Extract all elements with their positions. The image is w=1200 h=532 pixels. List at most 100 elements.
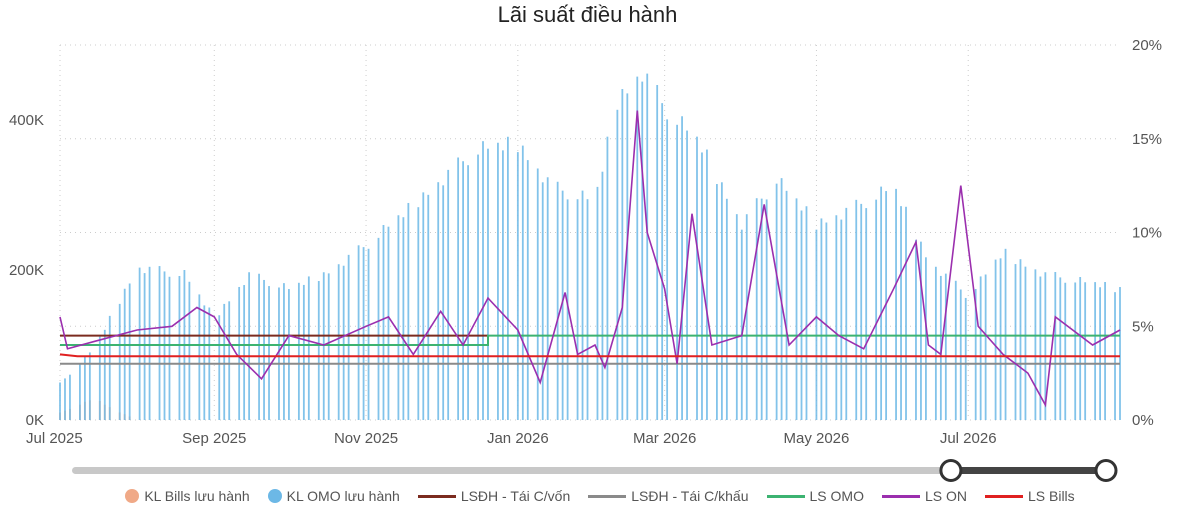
bar (69, 374, 71, 420)
bar (740, 229, 743, 420)
bar (1099, 287, 1101, 420)
legend-item[interactable]: LSĐH - Tái C/vốn (417, 488, 570, 504)
bar (900, 206, 902, 420)
legend-label: LS OMO (809, 488, 864, 504)
legend-item[interactable]: KL Bills lưu hành (125, 488, 250, 504)
bar (974, 289, 977, 420)
line-ls-omo (60, 334, 1120, 346)
legend-line-icon (984, 494, 1023, 498)
bar (676, 124, 678, 421)
bar (1094, 282, 1097, 420)
legend: KL Bills lưu hành KL OMO lưu hành LSĐH - T… (0, 488, 1200, 504)
bar (944, 273, 947, 420)
bar (920, 241, 922, 420)
bar (880, 186, 883, 420)
legend-label: LSĐH - Tái C/khấu (631, 488, 749, 504)
x-tick-label: May 2026 (783, 430, 849, 447)
bar (307, 276, 310, 420)
bar (606, 136, 609, 420)
bar (442, 185, 445, 420)
bar (278, 287, 280, 420)
bar (656, 85, 659, 420)
bar (925, 257, 927, 420)
bar (666, 119, 669, 420)
bar (123, 288, 126, 420)
chart-title: Lãi suất điều hành (497, 2, 678, 27)
bar (437, 182, 440, 420)
legend-item[interactable]: LSĐH - Tái C/khấu (588, 488, 749, 504)
bar (427, 194, 430, 420)
bar (566, 199, 569, 420)
bar (905, 206, 907, 420)
x-tick-label: Jul 2026 (940, 430, 997, 447)
range-slider[interactable] (0, 455, 1200, 485)
bar (521, 145, 524, 420)
bar (616, 109, 619, 421)
bar (860, 203, 863, 420)
bar (800, 210, 803, 420)
legend-line-icon (766, 494, 805, 498)
slider-start-handle[interactable] (939, 459, 963, 482)
bar (984, 274, 987, 420)
bar (268, 286, 270, 420)
slider-track[interactable] (72, 467, 1106, 474)
bar (98, 336, 101, 420)
bar (377, 237, 380, 420)
bar (477, 154, 479, 421)
bar (596, 186, 599, 420)
bar (79, 363, 81, 420)
bar (417, 207, 420, 420)
bar (487, 148, 489, 420)
bar (288, 289, 290, 420)
legend-dot-icon (125, 489, 140, 503)
bar (994, 259, 997, 420)
bar (875, 199, 878, 420)
y-right-tick-label: 10% (1132, 225, 1162, 242)
bar (581, 190, 584, 420)
bar (223, 303, 226, 420)
bar (626, 93, 629, 420)
legend-dot-icon (267, 489, 282, 503)
bar (1004, 248, 1007, 420)
x-tick-label: Mar 2026 (633, 430, 696, 447)
legend-label: KL OMO lưu hành (286, 488, 400, 504)
bar (128, 283, 131, 420)
bar (815, 229, 818, 420)
bar (526, 160, 529, 420)
legend-item[interactable]: LS OMO (766, 488, 864, 504)
bar (1044, 272, 1047, 420)
bar (795, 198, 798, 420)
bar (397, 215, 400, 420)
legend-item[interactable]: LS ON (881, 488, 967, 504)
bar (1064, 282, 1067, 420)
legend-line-icon (588, 494, 627, 498)
bar (745, 214, 748, 420)
legend-item[interactable]: KL OMO lưu hành (267, 488, 400, 504)
x-tick-label: Nov 2025 (334, 430, 398, 447)
y-left-tick-label: 200K (9, 262, 44, 279)
bar (646, 73, 649, 420)
bar (1119, 287, 1121, 420)
bar (895, 188, 897, 420)
slider-end-handle[interactable] (1094, 459, 1118, 482)
bar (1039, 276, 1042, 420)
bar (118, 303, 121, 420)
bar (1024, 266, 1027, 420)
bar (317, 281, 320, 420)
bar (407, 202, 410, 420)
bar (347, 254, 350, 420)
bar (502, 150, 504, 420)
bar (327, 273, 330, 420)
legend-item[interactable]: LS Bills (984, 488, 1075, 504)
bar (108, 315, 111, 420)
bar (422, 192, 425, 420)
bar (701, 152, 703, 420)
bar (148, 266, 151, 420)
bar (686, 130, 688, 420)
bar (248, 272, 251, 420)
bar (865, 208, 868, 420)
bar (263, 279, 265, 420)
chart-area[interactable]: Jul 2025 Sep 2025 Nov 2025 Jan 2026 Mar 2026… (0, 0, 1200, 455)
y-right-tick-label: 5% (1132, 318, 1154, 335)
slider-selected-range[interactable] (950, 467, 1106, 474)
